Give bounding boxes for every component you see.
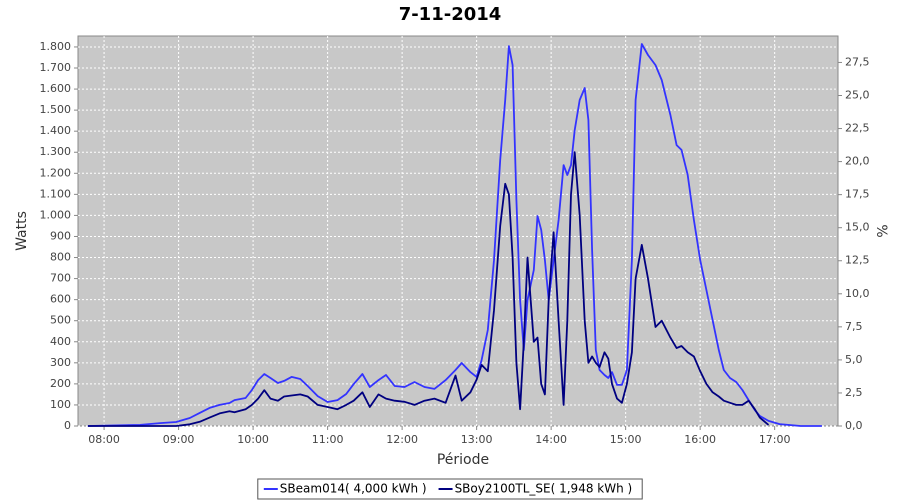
x-tick-label: 16:00 [684, 433, 716, 446]
y-tick-label: 500 [50, 314, 71, 327]
x-tick-label: 12:00 [386, 433, 418, 446]
y2-axis-title: % [873, 224, 889, 237]
x-axis-title: Période [437, 452, 489, 468]
y-axis-title: Watts [14, 211, 30, 251]
legend: SBeam014( 4,000 kWh ) SBoy2100TL_SE( 1,94… [257, 478, 643, 500]
y2-tick-label: 7,5 [845, 320, 863, 333]
y2-tick-label: 2,5 [845, 386, 863, 399]
y-tick-label: 1.800 [40, 40, 72, 53]
y2-tick-label: 27,5 [845, 55, 870, 68]
x-tick-label: 14:00 [535, 433, 567, 446]
legend-label: SBoy2100TL_SE( 1,948 kWh ) [455, 482, 633, 496]
y-tick-label: 1.400 [40, 124, 72, 137]
y-tick-label: 700 [50, 272, 71, 285]
x-tick-label: 11:00 [312, 433, 344, 446]
x-tick-label: 08:00 [88, 433, 120, 446]
y2-tick-label: 20,0 [845, 155, 870, 168]
legend-label: SBeam014( 4,000 kWh ) [280, 482, 427, 496]
x-tick-label: 17:00 [759, 433, 791, 446]
x-tick-label: 10:00 [237, 433, 269, 446]
y-tick-label: 0 [64, 419, 71, 432]
y-tick-label: 1.300 [40, 145, 72, 158]
y-tick-label: 1.000 [40, 208, 72, 221]
x-tick-label: 09:00 [163, 433, 195, 446]
x-tick-label: 13:00 [461, 433, 493, 446]
y-tick-label: 300 [50, 356, 71, 369]
y-tick-label: 400 [50, 335, 71, 348]
series-line [87, 43, 822, 427]
y2-tick-label: 17,5 [845, 188, 870, 201]
y2-tick-label: 25,0 [845, 88, 870, 101]
y2-tick-label: 0,0 [845, 419, 863, 432]
x-tick-label: 15:00 [610, 433, 642, 446]
y-tick-label: 1.700 [40, 61, 72, 74]
y2-tick-label: 12,5 [845, 254, 870, 267]
chart-title: 7-11-2014 [399, 4, 502, 25]
y-tick-label: 1.100 [40, 187, 72, 200]
y2-tick-label: 5,0 [845, 353, 863, 366]
y-tick-label: 1.500 [40, 103, 72, 116]
y-tick-label: 900 [50, 229, 71, 242]
y2-tick-label: 15,0 [845, 221, 870, 234]
y-tick-label: 200 [50, 377, 71, 390]
y-tick-label: 800 [50, 251, 71, 264]
y-tick-label: 600 [50, 293, 71, 306]
plot-background [77, 35, 839, 427]
y-tick-label: 1.200 [40, 166, 72, 179]
series-line [87, 151, 770, 427]
y2-tick-label: 22,5 [845, 122, 870, 135]
y2-tick-label: 10,0 [845, 287, 870, 300]
y-tick-label: 1.600 [40, 82, 72, 95]
y-tick-label: 100 [50, 398, 71, 411]
